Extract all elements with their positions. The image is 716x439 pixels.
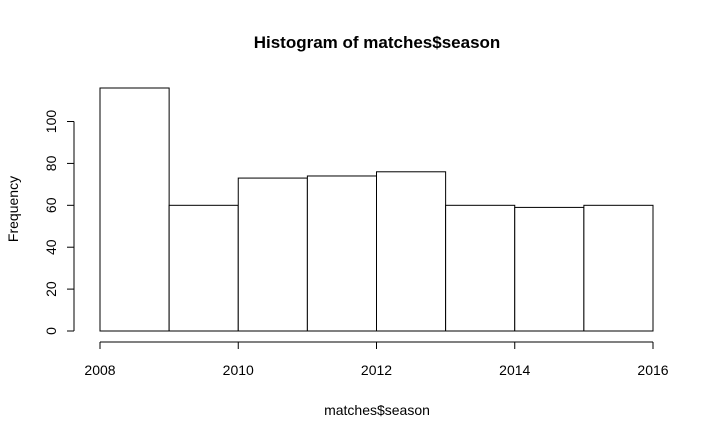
y-tick-label-60: 60 [43, 197, 59, 213]
histogram-bar-2011 [306, 175, 377, 332]
x-axis: 2008 2010 2012 2014 2016 [84, 341, 669, 378]
histogram-bar-2010 [237, 177, 308, 332]
chart-title: Histogram of matches$season [254, 33, 501, 52]
bars-group [99, 87, 654, 332]
histogram-bar-2009 [168, 204, 239, 332]
y-tick-label-20: 20 [43, 281, 59, 297]
histogram-bar-2012 [376, 171, 447, 332]
histogram-bar-2014 [514, 206, 585, 332]
histogram-bar-2008 [99, 87, 170, 332]
x-tick-label-2010: 2010 [223, 362, 254, 378]
x-axis-label: matches$season [324, 402, 430, 418]
y-axis: 0 20 40 60 80 100 [43, 110, 75, 335]
x-tick-label-2008: 2008 [84, 362, 115, 378]
y-tick-label-40: 40 [43, 239, 59, 255]
y-tick-label-80: 80 [43, 155, 59, 171]
histogram-bar-2013 [445, 204, 516, 332]
histogram-bar-2015 [583, 204, 654, 332]
x-tick-label-2014: 2014 [499, 362, 530, 378]
y-tick-label-0: 0 [43, 327, 59, 335]
y-axis-label: Frequency [5, 176, 21, 242]
y-tick-label-100: 100 [43, 110, 59, 134]
x-tick-label-2012: 2012 [361, 362, 392, 378]
x-tick-label-2016: 2016 [637, 362, 668, 378]
